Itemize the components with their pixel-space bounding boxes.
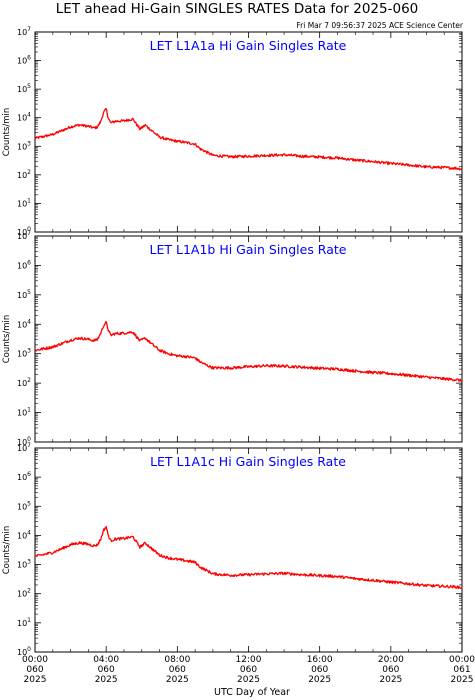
x-tick-time: 20:00 <box>378 655 404 665</box>
singles-rate-line <box>34 321 463 383</box>
y-tick-label: 100 <box>17 226 31 237</box>
x-tick-doy: 060 <box>311 665 328 675</box>
x-tick-time: 04:00 <box>93 655 119 665</box>
y-tick-label: 104 <box>17 112 31 123</box>
figure-title: LET ahead Hi-Gain SINGLES RATES Data for… <box>56 1 419 17</box>
y-tick-label: 102 <box>17 169 31 180</box>
x-tick-year: 2025 <box>379 675 402 685</box>
x-tick-doy: 060 <box>26 665 43 675</box>
singles-rate-line <box>34 107 463 171</box>
y-tick-label: 106 <box>17 259 31 270</box>
y-tick-label: 102 <box>17 588 31 599</box>
x-tick-year: 2025 <box>24 675 47 685</box>
x-tick-doy: 060 <box>169 665 186 675</box>
plot-frame <box>34 447 463 653</box>
x-tick-doy: 061 <box>453 665 470 675</box>
y-tick-label: 103 <box>17 348 31 359</box>
panel-title: LET L1A1b Hi Gain Singles Rate <box>150 242 347 257</box>
x-tick-year: 2025 <box>237 675 260 685</box>
time-axis: 00:00060202504:00060202508:00060202512:0… <box>22 655 475 685</box>
x-tick-year: 2025 <box>166 675 189 685</box>
x-tick-time: 16:00 <box>307 655 333 665</box>
y-tick-label: 102 <box>17 377 31 388</box>
y-tick-label: 105 <box>17 500 31 511</box>
panel-title: LET L1A1c Hi Gain Singles Rate <box>150 454 346 469</box>
y-tick-label: 104 <box>17 318 31 329</box>
plot-frame <box>34 235 463 443</box>
y-tick-label: 107 <box>17 442 31 453</box>
y-axis-label: Counts/min <box>2 526 12 575</box>
y-axis-label: Counts/min <box>2 108 12 157</box>
x-tick-time: 00:00 <box>22 655 48 665</box>
x-tick-time: 08:00 <box>164 655 190 665</box>
y-tick-label: 107 <box>17 26 31 37</box>
x-tick-doy: 060 <box>98 665 115 675</box>
x-tick-year: 2025 <box>95 675 118 685</box>
y-tick-label: 104 <box>17 529 31 540</box>
panels: 100 101 102 103 104 105 106 107 LET L1A1a Hi Gai… <box>2 26 463 657</box>
panel-2: 100 101 102 103 104 105 106 107 LET L1A1b Hi Gai… <box>2 230 463 447</box>
y-tick-label: 101 <box>17 617 31 628</box>
singles-rate-line <box>34 525 463 590</box>
y-tick-label: 106 <box>17 471 31 482</box>
y-tick-label: 107 <box>17 230 31 241</box>
generation-timestamp: Fri Mar 7 09:56:37 2025 ACE Science Cent… <box>296 21 464 30</box>
y-tick-label: 105 <box>17 289 31 300</box>
x-axis-label: UTC Day of Year <box>214 687 290 698</box>
plot-frame <box>34 31 463 233</box>
panel-3: 100 101 102 103 104 105 106 107 LET L1A1c Hi Gai… <box>2 442 463 657</box>
panel-title: LET L1A1a Hi Gain Singles Rate <box>150 38 347 53</box>
y-tick-label: 106 <box>17 55 31 66</box>
panel-1: 100 101 102 103 104 105 106 107 LET L1A1a Hi Gai… <box>2 26 463 237</box>
x-tick-time: 00:00 <box>449 655 475 665</box>
y-tick-label: 100 <box>17 646 31 657</box>
x-tick-time: 12:00 <box>236 655 262 665</box>
x-tick-year: 2025 <box>451 675 474 685</box>
x-tick-year: 2025 <box>308 675 331 685</box>
y-tick-label: 100 <box>17 436 31 447</box>
y-tick-label: 101 <box>17 407 31 418</box>
y-tick-label: 103 <box>17 559 31 570</box>
y-tick-label: 103 <box>17 140 31 151</box>
x-tick-doy: 060 <box>382 665 399 675</box>
y-tick-label: 105 <box>17 83 31 94</box>
y-tick-label: 101 <box>17 197 31 208</box>
y-axis-label: Counts/min <box>2 315 12 364</box>
x-tick-doy: 060 <box>240 665 257 675</box>
